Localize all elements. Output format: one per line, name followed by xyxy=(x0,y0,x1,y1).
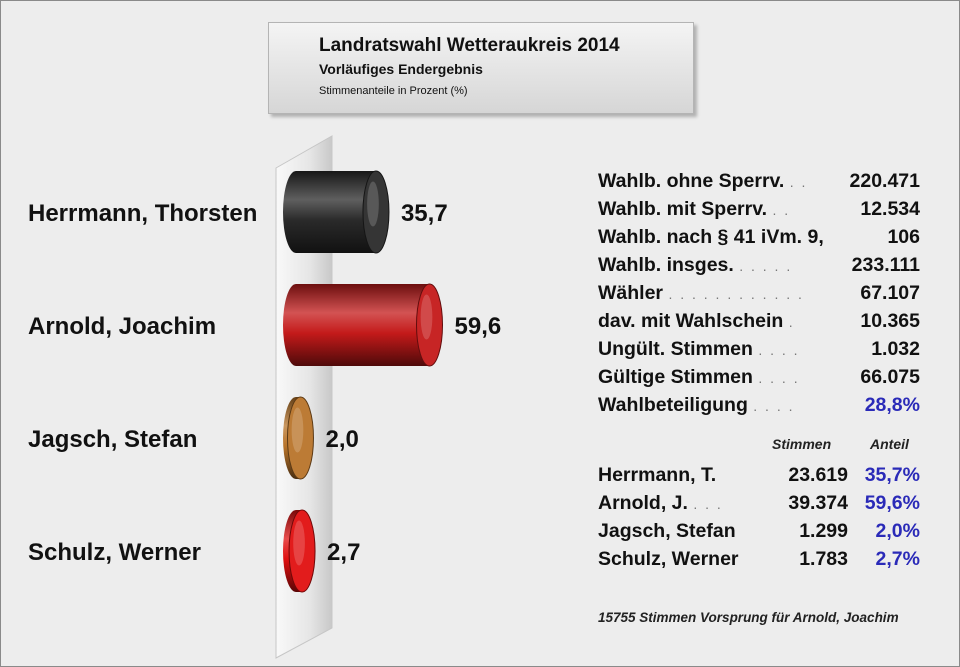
stat-label: Wahlb. nach § 41 iVm. 9, xyxy=(598,226,824,248)
stat-label: Wahlbeteiligung . . . . xyxy=(598,394,795,416)
bar-cap-highlight xyxy=(293,520,305,566)
bar-3 xyxy=(283,396,314,480)
stat-row: Wähler . . . . . . . . . . . . 67.107 xyxy=(598,282,920,310)
bar-body xyxy=(283,284,430,366)
result-share: 2,7% xyxy=(875,548,920,570)
stat-row: Ungült. Stimmen . . . . 1.032 xyxy=(598,338,920,366)
result-row: Jagsch, Stefan 1.299 2,0% xyxy=(598,520,920,548)
result-name: Arnold, J. . . . xyxy=(598,492,723,514)
result-name: Schulz, Werner xyxy=(598,548,739,570)
bar-cap-highlight xyxy=(367,181,379,227)
result-name: Herrmann, T. xyxy=(598,464,717,486)
stat-row: Wahlb. mit Sperrv. . . 12.534 xyxy=(598,198,920,226)
stat-label: Wähler . . . . . . . . . . . . xyxy=(598,282,804,304)
stat-value: 67.107 xyxy=(860,282,920,304)
stat-row: Wahlb. nach § 41 iVm. 9, 106 xyxy=(598,226,920,254)
bar-cap-highlight xyxy=(420,294,433,340)
votes-column-header: Stimmen xyxy=(772,436,832,452)
stat-value: 1.032 xyxy=(871,338,920,360)
unit-note: Stimmenanteile in Prozent (%) xyxy=(319,85,468,97)
result-votes: 1.299 xyxy=(799,520,848,542)
result-votes: 1.783 xyxy=(799,548,848,570)
value-label: 2,7 xyxy=(327,539,360,566)
bar-4 xyxy=(283,509,316,593)
share-column-header: Anteil xyxy=(870,436,909,452)
result-share: 35,7% xyxy=(864,464,920,486)
category-label: Jagsch, Stefan xyxy=(28,426,197,453)
stat-value: 233.111 xyxy=(851,254,920,276)
result-row: Herrmann, T. 23.619 35,7% xyxy=(598,464,920,492)
result-votes: 23.619 xyxy=(788,464,848,486)
result-votes: 39.374 xyxy=(788,492,848,514)
stat-row: Gültige Stimmen . . . . 66.075 xyxy=(598,366,920,394)
value-label: 59,6 xyxy=(455,313,502,340)
stat-label: Gültige Stimmen . . . . xyxy=(598,366,800,388)
value-label: 2,0 xyxy=(325,426,358,453)
stat-value: 106 xyxy=(887,226,920,248)
result-share: 2,0% xyxy=(875,520,920,542)
bar-cap-highlight xyxy=(291,407,304,453)
value-label: 35,7 xyxy=(401,200,448,227)
stat-value: 66.075 xyxy=(860,366,920,388)
category-label: Herrmann, Thorsten xyxy=(28,200,257,227)
stat-value: 220.471 xyxy=(849,170,921,192)
stat-row-turnout: Wahlbeteiligung . . . . 28,8% xyxy=(598,394,920,422)
stat-row: dav. mit Wahlschein . 10.365 xyxy=(598,310,920,338)
result-row: Schulz, Werner 1.783 2,7% xyxy=(598,548,920,576)
stat-value: 10.365 xyxy=(860,310,920,332)
bar-2 xyxy=(283,283,444,367)
stat-label: dav. mit Wahlschein . xyxy=(598,310,795,332)
bar-1 xyxy=(283,170,390,254)
result-row: Arnold, J. . . . 39.374 59,6% xyxy=(598,492,920,520)
lead-note: 15755 Stimmen Vorsprung für Arnold, Joac… xyxy=(598,610,899,625)
stat-label: Ungült. Stimmen . . . . xyxy=(598,338,800,360)
stat-label: Wahlb. ohne Sperrv. . . xyxy=(598,170,808,192)
stat-label: Wahlb. insges. . . . . . xyxy=(598,254,793,276)
turnout-value: 28,8% xyxy=(864,394,920,416)
stat-value: 12.534 xyxy=(860,198,920,220)
category-label: Schulz, Werner xyxy=(28,539,201,566)
title-box: Landratswahl Wetteraukreis 2014 Vorläufi… xyxy=(268,22,694,114)
category-label: Arnold, Joachim xyxy=(28,313,216,340)
stat-label: Wahlb. mit Sperrv. . . xyxy=(598,198,791,220)
result-share: 59,6% xyxy=(864,492,920,514)
bar-body xyxy=(283,171,376,253)
chart-subtitle: Vorläufiges Endergebnis xyxy=(319,61,483,77)
stat-row: Wahlb. insges. . . . . . 233.111 xyxy=(598,254,920,282)
chart-title: Landratswahl Wetteraukreis 2014 xyxy=(319,35,620,56)
result-name: Jagsch, Stefan xyxy=(598,520,736,542)
stat-row: Wahlb. ohne Sperrv. . . 220.471 xyxy=(598,170,920,198)
